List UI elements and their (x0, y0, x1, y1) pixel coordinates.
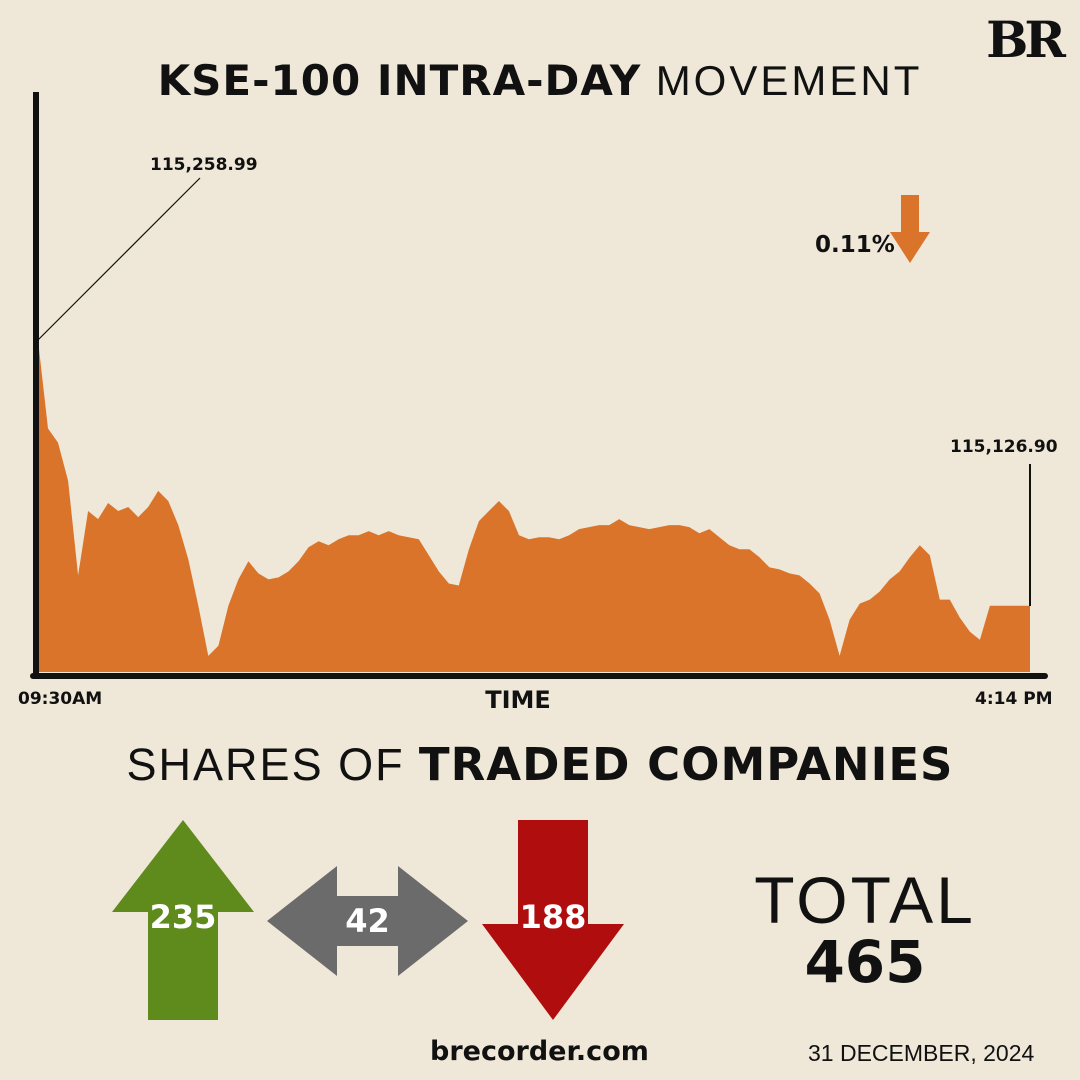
site-link[interactable]: brecorder.com (430, 1036, 649, 1067)
advanced-count: 235 (149, 898, 217, 936)
high-leader-line (37, 177, 201, 341)
close-value-label: 115,126.90 (950, 437, 1058, 457)
change-percent-label: 0.11% (815, 232, 895, 258)
shares-heading-bold: TRADED COMPANIES (418, 738, 954, 791)
chart-title: KSE-100 INTRA-DAY MOVEMENT (0, 56, 1080, 105)
title-light: MOVEMENT (655, 57, 923, 104)
total-label: TOTAL (754, 863, 976, 937)
high-value-label: 115,258.99 (150, 155, 258, 175)
area-layer (38, 340, 1030, 672)
down-arrow-icon (890, 195, 930, 263)
date-label: 31 DECEMBER, 2024 (808, 1040, 1035, 1066)
x-end-label: 4:14 PM (975, 689, 1053, 709)
index-area-series (38, 340, 1030, 672)
declined-count: 188 (519, 898, 587, 936)
x-start-label: 09:30AM (18, 689, 103, 709)
shares-heading-light: SHARES OF (126, 739, 405, 790)
total-count: 465 (804, 928, 926, 996)
br-logo: BR (986, 10, 1066, 69)
declined-down-arrow-icon (482, 820, 624, 1020)
unchanged-count: 42 (345, 902, 390, 940)
x-axis-title: TIME (485, 686, 551, 714)
advanced-up-arrow-icon (112, 820, 254, 1020)
unchanged-double-arrow-icon (267, 866, 468, 976)
shares-heading: SHARES OF TRADED COMPANIES (0, 738, 1080, 791)
title-bold: KSE-100 INTRA-DAY (157, 56, 642, 105)
